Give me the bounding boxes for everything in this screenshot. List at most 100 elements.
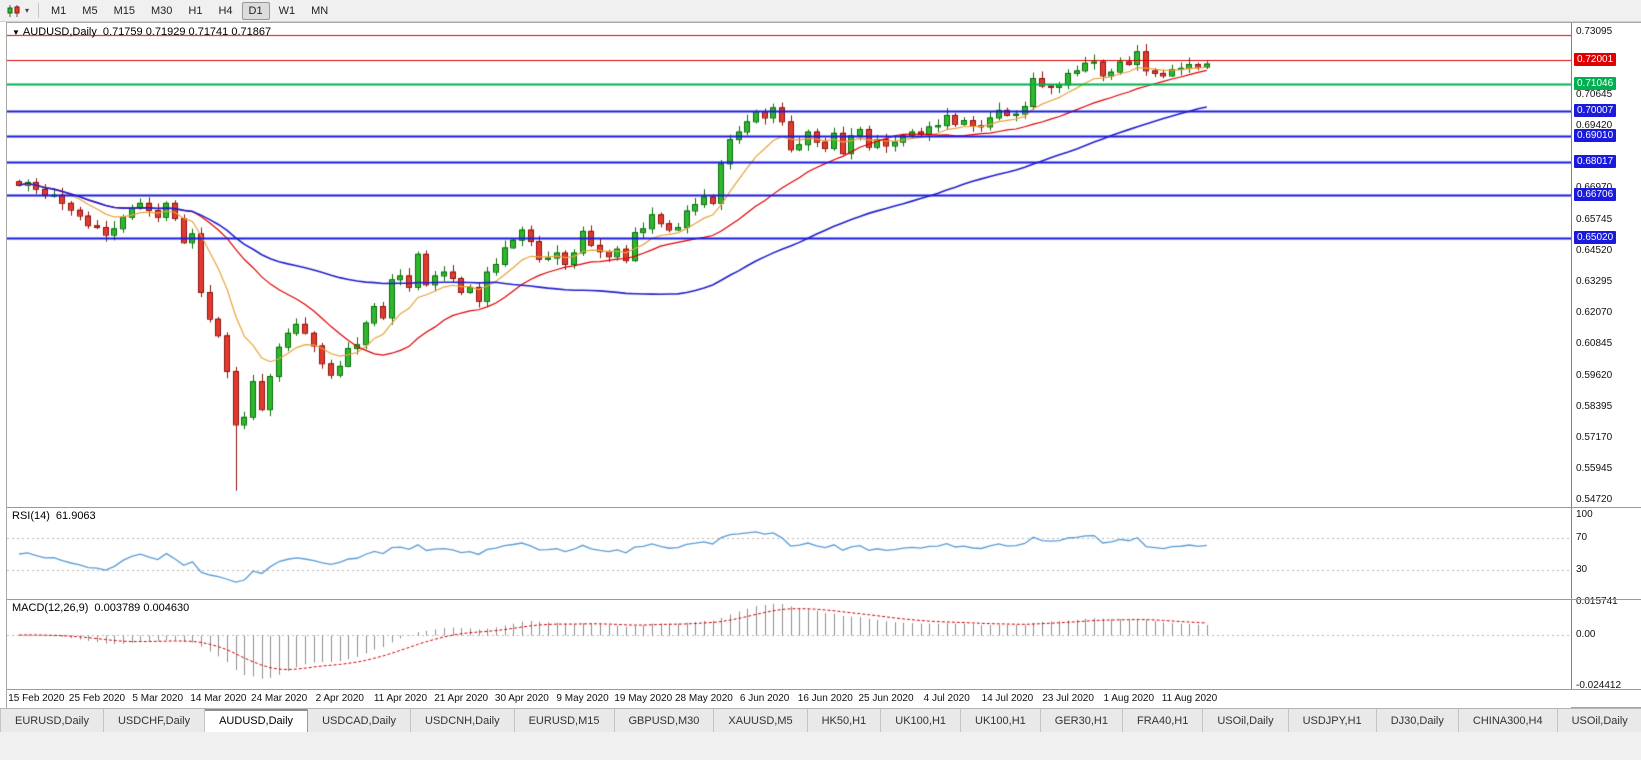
- chart-tab-uk100-h1[interactable]: UK100,H1: [881, 709, 962, 732]
- chart-tab-hk50-h1[interactable]: HK50,H1: [807, 709, 882, 732]
- price-axis[interactable]: 0.73095 0.70645 0.69420 0.66970 0.65745 0.645…: [1571, 23, 1641, 692]
- timeframe-button-mn[interactable]: MN: [304, 2, 335, 20]
- macd-indicator-panel: MACD(12,26,9) 0.003789 0.004630: [7, 599, 1571, 689]
- one-click-trading-caret-icon[interactable]: ▼: [12, 28, 20, 37]
- price-axis-tick: 0.64520: [1576, 244, 1613, 256]
- chart-tab-dj30-daily[interactable]: DJ30,Daily: [1376, 709, 1459, 732]
- price-level-badge: 0.68017: [1574, 154, 1617, 168]
- rsi-indicator-value: 61.9063: [55, 510, 96, 522]
- price-axis-tick: 0.60845: [1576, 338, 1613, 350]
- chart-tab-eurusd-daily[interactable]: EURUSD,Daily: [0, 709, 104, 732]
- chart-window: ▼ AUDUSD,Daily 0.71759 0.71929 0.71741 0.7…: [6, 22, 1641, 709]
- rsi-axis-label: 70: [1576, 532, 1588, 544]
- macd-axis-label: 0.00: [1576, 629, 1596, 640]
- timeframe-button-m5[interactable]: M5: [75, 2, 104, 20]
- toolbar-separator: [38, 3, 40, 18]
- rsi-axis-label: 30: [1576, 563, 1588, 575]
- price-axis-tick: 0.62070: [1576, 307, 1613, 319]
- rsi-indicator-name: RSI(14): [12, 510, 50, 522]
- timeframe-button-m30[interactable]: M30: [144, 2, 179, 20]
- time-axis-label: 2 Apr 2020: [315, 693, 364, 704]
- status-bar: [0, 732, 1641, 760]
- price-level-badge: 0.65020: [1574, 230, 1617, 244]
- time-axis-label: 4 Jul 2020: [923, 693, 970, 704]
- timeframe-button-d1[interactable]: D1: [241, 1, 270, 20]
- timeframe-button-h4[interactable]: H4: [211, 2, 239, 20]
- chart-symbol-timeframe: AUDUSD,Daily: [22, 26, 97, 38]
- toolbar: ▾ M1 M5 M15 M30 H1 H4 D1 W1 MN: [0, 0, 1641, 22]
- timeframe-button-h1[interactable]: H1: [181, 2, 209, 20]
- time-axis-label: 11 Aug 2020: [1161, 693, 1218, 704]
- panel-separator: [7, 689, 1641, 690]
- chart-tab-usdjpy-h1[interactable]: USDJPY,H1: [1288, 709, 1377, 732]
- rsi-indicator-panel: RSI(14) 61.9063: [7, 507, 1571, 599]
- macd-title: MACD(12,26,9) 0.003789 0.004630: [12, 602, 189, 614]
- chart-tab-xauusd-m5[interactable]: XAUUSD,M5: [714, 709, 808, 732]
- time-axis-label: 6 Jun 2020: [739, 693, 790, 704]
- panel-separator[interactable]: [7, 599, 1641, 600]
- time-axis-label: 5 Mar 2020: [132, 693, 184, 704]
- time-axis-label: 21 Apr 2020: [434, 693, 489, 704]
- price-level-badge: 0.70007: [1574, 103, 1617, 117]
- price-axis-tick: 0.66970: [1576, 182, 1612, 193]
- chart-tab-uk100-h1[interactable]: UK100,H1: [961, 709, 1041, 732]
- price-level-badge: 0.71046: [1574, 77, 1617, 91]
- chart-title: ▼ AUDUSD,Daily 0.71759 0.71929 0.71741 0.7…: [12, 26, 271, 38]
- macd-chart-canvas[interactable]: [7, 599, 1571, 689]
- time-axis-label: 19 May 2020: [614, 693, 673, 704]
- price-axis-tick: 0.59620: [1576, 369, 1613, 381]
- macd-indicator-values: 0.003789 0.004630: [94, 602, 190, 614]
- price-level-badge: 0.72001: [1574, 53, 1617, 67]
- price-level-badge: 0.69010: [1574, 129, 1617, 143]
- timeframe-button-m15[interactable]: M15: [107, 2, 142, 20]
- macd-axis-label: 0.015741: [1576, 596, 1618, 608]
- chart-ohlc-values: 0.71759 0.71929 0.71741 0.71867: [102, 26, 272, 38]
- price-axis-tick: 0.55945: [1576, 463, 1613, 475]
- time-axis-label: 25 Feb 2020: [68, 693, 126, 704]
- timeframe-button-w1[interactable]: W1: [272, 2, 303, 20]
- timeframe-button-m1[interactable]: M1: [44, 2, 73, 20]
- time-axis-label: 25 Jun 2020: [858, 693, 914, 704]
- price-axis-tick: 0.69420: [1576, 119, 1613, 131]
- time-axis-label: 28 May 2020: [675, 693, 733, 704]
- rsi-axis-label: 100: [1576, 509, 1593, 520]
- time-axis-label: 11 Apr 2020: [373, 693, 428, 704]
- price-axis-tick: 0.54720: [1576, 494, 1613, 506]
- time-axis-label: 15 Feb 2020: [8, 693, 65, 704]
- chart-tab-usdcnh-daily[interactable]: USDCNH,Daily: [411, 709, 515, 732]
- price-chart-panel: ▼ AUDUSD,Daily 0.71759 0.71929 0.71741 0.7…: [7, 23, 1571, 507]
- chart-tab-usdchf-daily[interactable]: USDCHF,Daily: [103, 709, 206, 732]
- chart-tab-usoil-daily[interactable]: USOil,Daily: [1557, 709, 1641, 732]
- rsi-chart-canvas[interactable]: [7, 507, 1571, 599]
- time-axis-label: 24 Mar 2020: [251, 693, 308, 704]
- chart-tab-bar: EURUSD,Daily USDCHF,Daily AUDUSD,Daily USDC…: [0, 708, 1641, 732]
- time-axis-label: 16 Jun 2020: [797, 693, 853, 704]
- time-axis[interactable]: 15 Feb 2020 25 Feb 2020 5 Mar 2020 14 Mar 2…: [7, 689, 1571, 709]
- price-axis-tick: 0.58395: [1576, 400, 1613, 412]
- rsi-title: RSI(14) 61.9063: [12, 510, 96, 522]
- time-axis-label: 14 Mar 2020: [190, 693, 247, 704]
- chart-type-icon[interactable]: [4, 2, 24, 20]
- price-axis-tick: 0.57170: [1576, 431, 1613, 443]
- time-axis-label: 23 Jul 2020: [1042, 693, 1094, 704]
- chart-tab-usdcad-daily[interactable]: USDCAD,Daily: [308, 709, 412, 732]
- time-axis-label: 1 Aug 2020: [1103, 693, 1155, 704]
- chart-tab-eurusd-m15[interactable]: EURUSD,M15: [514, 709, 615, 732]
- panel-separator[interactable]: [7, 507, 1641, 508]
- chart-tab-audusd-daily[interactable]: AUDUSD,Daily: [205, 709, 309, 732]
- chart-type-dropdown-caret-icon[interactable]: ▾: [25, 6, 30, 15]
- chart-tab-ger30-h1[interactable]: GER30,H1: [1040, 709, 1123, 732]
- chart-tab-fra40-h1[interactable]: FRA40,H1: [1122, 709, 1204, 732]
- chart-tab-china300-h4[interactable]: CHINA300,H4: [1458, 709, 1558, 732]
- macd-axis-label: -0.024412: [1576, 680, 1622, 692]
- price-axis-tick: 0.73095: [1576, 26, 1613, 38]
- chart-tab-gbpusd-m30[interactable]: GBPUSD,M30: [614, 709, 715, 732]
- price-axis-tick: 0.65745: [1576, 213, 1613, 225]
- price-level-badge: 0.66706: [1574, 188, 1617, 202]
- candlestick-chart-canvas[interactable]: [7, 23, 1571, 507]
- chart-tab-usoil-daily[interactable]: USOil,Daily: [1203, 709, 1289, 732]
- timeframe-button-group: M1 M5 M15 M30 H1 H4 D1 W1 MN: [44, 1, 335, 20]
- price-axis-tick: 0.70645: [1576, 88, 1613, 100]
- time-axis-label: 30 Apr 2020: [494, 693, 549, 704]
